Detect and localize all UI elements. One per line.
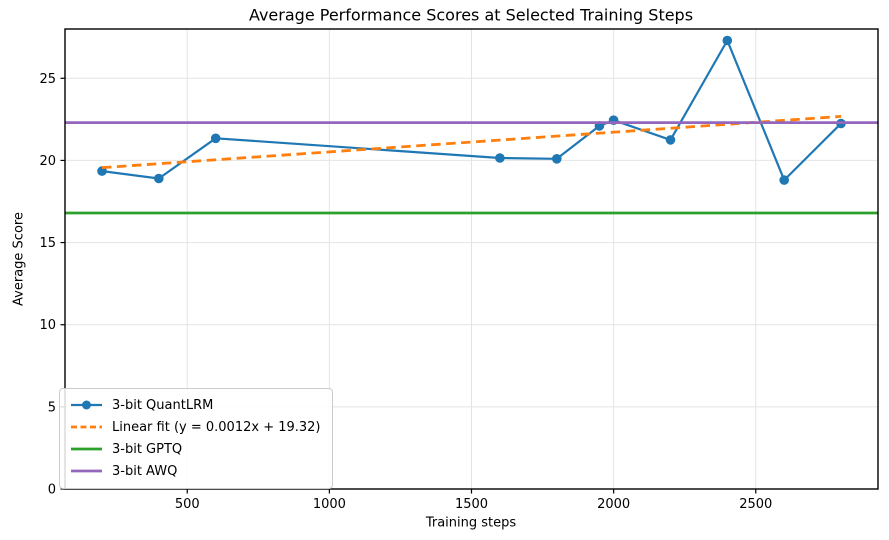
linear-fit-line xyxy=(101,115,842,170)
legend-label: Linear fit (y = 0.0012x + 19.32) xyxy=(112,419,321,435)
legend-solid-line-sample xyxy=(71,469,102,473)
legend-dashed-line-sample xyxy=(71,425,102,429)
y-tick-label: 10 xyxy=(39,318,56,333)
legend-label: 3-bit GPTQ xyxy=(112,441,183,457)
y-tick-label: 15 xyxy=(39,236,56,251)
chart-title: Average Performance Scores at Selected T… xyxy=(248,5,694,25)
y-tick-label: 25 xyxy=(39,72,56,87)
y-tick-label: 20 xyxy=(39,154,56,169)
x-tick-label: 2500 xyxy=(739,497,772,512)
series-marker xyxy=(552,154,562,164)
series-marker xyxy=(665,135,676,145)
legend-label: 3-bit AWQ xyxy=(112,463,178,479)
y-tick-label: 0 xyxy=(48,483,56,498)
legend-item-quantlrm: 3-bit QuantLRM xyxy=(70,396,321,414)
legend-label: 3-bit QuantLRM xyxy=(112,397,214,413)
legend-item-awq: 3-bit AWQ xyxy=(70,462,321,480)
legend-item-linear-fit: Linear fit (y = 0.0012x + 19.32) xyxy=(70,418,321,436)
legend: 3-bit QuantLRM Linear fit (y = 0.0012x +… xyxy=(59,388,333,489)
series-marker xyxy=(210,133,221,144)
series-marker xyxy=(154,173,164,184)
legend-item-gptq: 3-bit GPTQ xyxy=(70,440,321,458)
series-marker xyxy=(779,175,789,185)
y-axis-label: Average Score xyxy=(11,212,27,306)
x-tick-label: 1500 xyxy=(455,497,488,512)
y-tick-label: 5 xyxy=(48,400,56,415)
series-marker xyxy=(722,35,733,46)
x-tick-label: 1000 xyxy=(313,497,346,512)
x-axis-label: Training steps xyxy=(425,515,517,531)
series-marker xyxy=(495,153,505,163)
x-tick-label: 2000 xyxy=(597,497,630,512)
legend-solid-line-sample xyxy=(71,447,102,451)
x-tick-label: 500 xyxy=(175,497,200,512)
legend-line-marker-sample xyxy=(71,400,102,410)
